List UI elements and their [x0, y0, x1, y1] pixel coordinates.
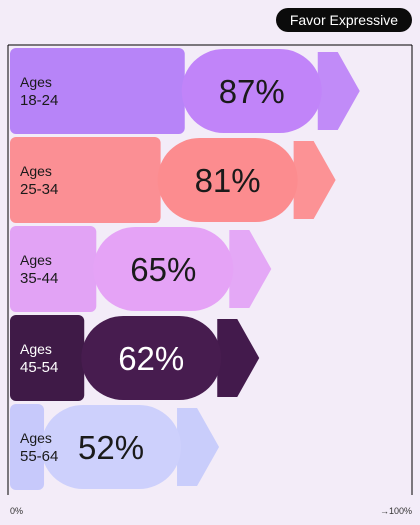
- data-label: 87%: [219, 73, 285, 110]
- bar: [10, 226, 97, 312]
- data-label: 62%: [118, 340, 184, 377]
- bar: [10, 315, 85, 401]
- category-label-line1: Ages: [20, 74, 52, 90]
- bar-arrow: [229, 230, 272, 308]
- category-label-line1: Ages: [20, 252, 52, 268]
- bar: [10, 48, 185, 134]
- category-label-line2: 45-54: [20, 359, 58, 376]
- value-pill: [157, 138, 298, 222]
- category-label-line1: Ages: [20, 430, 52, 446]
- bar-arrow: [317, 52, 360, 130]
- value-pill: [181, 49, 322, 133]
- category-label-line2: 18-24: [20, 92, 58, 109]
- data-label: 81%: [195, 162, 261, 199]
- category-label-line1: Ages: [20, 341, 52, 357]
- value-pill: [81, 316, 222, 400]
- value-pill: [41, 405, 182, 489]
- bar-arrow: [293, 141, 336, 219]
- data-label: 65%: [130, 251, 196, 288]
- bar: [10, 137, 161, 223]
- category-label-line2: 55-64: [20, 448, 58, 465]
- category-label-line1: Ages: [20, 163, 52, 179]
- x-tick-start: 0%: [10, 506, 23, 516]
- category-label-line2: 35-44: [20, 270, 58, 287]
- bar-arrow: [177, 408, 220, 486]
- legend-badge: Favor Expressive: [275, 8, 412, 32]
- bar-arrow: [217, 319, 260, 397]
- x-tick-end: →100%: [380, 506, 412, 516]
- data-label: 52%: [78, 429, 144, 466]
- bar: [10, 404, 45, 490]
- category-label-line2: 25-34: [20, 181, 58, 198]
- bar-rows: 87% Ages 18-24 81% Ages 25-34 65% Ages 35-44 62% A…: [10, 48, 360, 490]
- value-pill: [93, 227, 234, 311]
